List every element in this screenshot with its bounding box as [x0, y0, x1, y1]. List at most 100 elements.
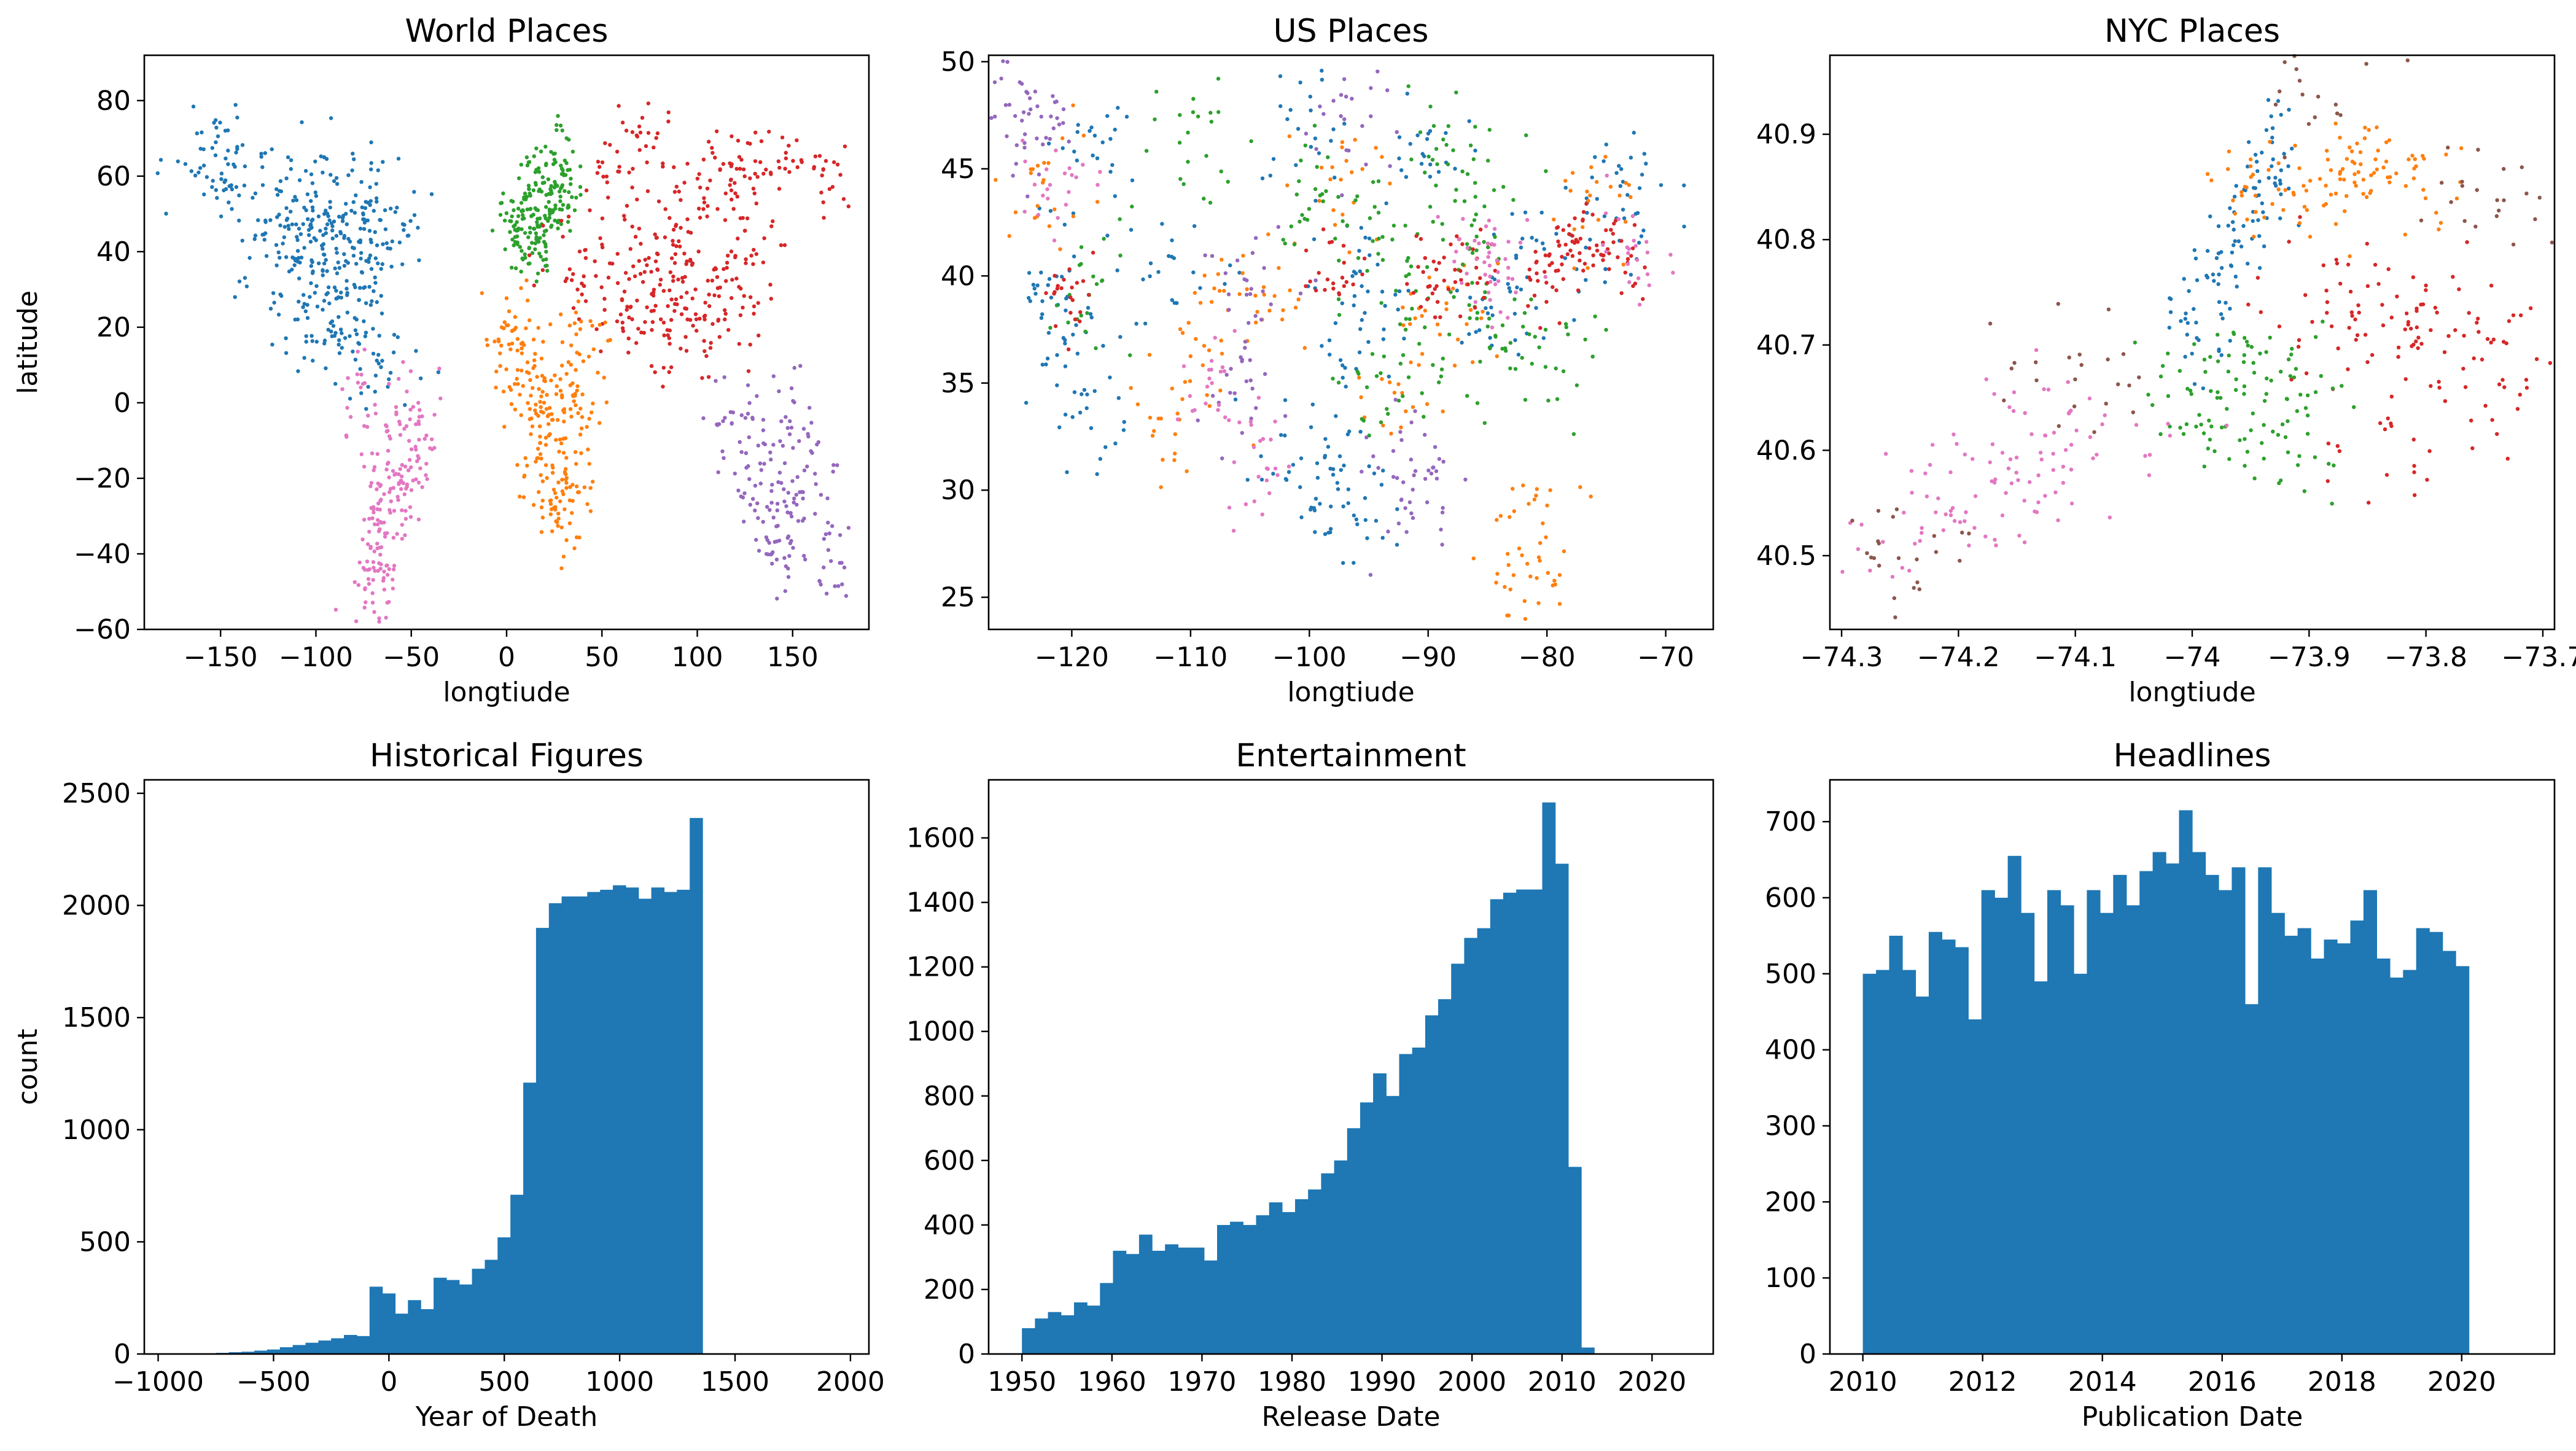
- world-places-point: [835, 162, 840, 167]
- us-places-point: [1384, 201, 1388, 206]
- historical-figures-ylabel: count: [12, 1029, 44, 1105]
- us-places-point: [1402, 336, 1406, 341]
- nyc-places-point: [2477, 330, 2481, 334]
- world-places-point: [321, 308, 325, 312]
- nyc-places-point: [2365, 195, 2369, 200]
- nyc-places-point: [2414, 339, 2418, 344]
- us-places-point: [1260, 176, 1265, 181]
- world-places-point: [313, 290, 317, 295]
- us-places-point: [1619, 239, 1624, 243]
- us-places-point: [1170, 254, 1174, 259]
- us-places-point: [1196, 418, 1200, 422]
- us-places-point: [1321, 199, 1325, 203]
- us-places-point: [1071, 332, 1075, 337]
- world-places-point: [164, 211, 168, 216]
- world-places-point: [755, 174, 760, 179]
- us-places-point: [1621, 208, 1625, 212]
- us-places-point: [1360, 469, 1364, 474]
- entertainment-xtick-label: 1980: [1258, 1366, 1326, 1398]
- us-places-point: [1567, 231, 1571, 236]
- us-places-point: [1368, 573, 1373, 577]
- us-places-point: [1045, 167, 1049, 171]
- world-places-point: [309, 199, 313, 203]
- us-places-point: [1352, 303, 1356, 308]
- world-places-point: [623, 271, 628, 275]
- world-places-point: [829, 559, 833, 563]
- us-places-point: [1434, 477, 1439, 481]
- world-places-point: [698, 316, 702, 321]
- world-places-point: [420, 414, 424, 419]
- us-places-point: [1473, 300, 1477, 304]
- us-places-point: [1557, 321, 1562, 325]
- entertainment-bar: [1138, 1234, 1153, 1354]
- us-places-point: [1249, 416, 1253, 421]
- world-places-point: [512, 208, 516, 212]
- world-places-point: [321, 170, 325, 175]
- world-places-point: [270, 343, 274, 347]
- world-places-point: [296, 369, 300, 373]
- us-places-point: [1057, 122, 1062, 126]
- nyc-places-point: [2095, 453, 2099, 457]
- world-places-point: [725, 260, 730, 265]
- world-places-point: [298, 260, 302, 265]
- us-places-point: [1045, 356, 1050, 360]
- us-places-point: [1335, 481, 1339, 485]
- us-places-point: [1086, 306, 1091, 310]
- world-places-point: [591, 401, 595, 406]
- us-places-point: [1105, 233, 1110, 238]
- world-places-point: [268, 306, 273, 311]
- us-places-point: [1611, 240, 1616, 244]
- nyc-places-point: [2367, 128, 2371, 132]
- us-places-point: [1326, 155, 1330, 160]
- world-places-point: [352, 157, 356, 161]
- us-places-point: [1216, 77, 1221, 81]
- world-places-point: [393, 210, 397, 214]
- world-places-point: [325, 269, 329, 273]
- us-places-point: [1616, 217, 1621, 222]
- world-places-point: [776, 524, 780, 528]
- nyc-places-point: [2333, 103, 2338, 107]
- world-places-point: [756, 301, 760, 305]
- us-places-point: [1320, 68, 1324, 73]
- us-places-point: [1409, 420, 1414, 425]
- us-places-point: [1312, 237, 1317, 241]
- nyc-places-point: [2494, 214, 2499, 219]
- nyc-places-point: [2389, 394, 2394, 399]
- nyc-places-point: [2463, 385, 2468, 389]
- world-places-point: [795, 165, 800, 169]
- us-places-point: [1245, 287, 1249, 292]
- nyc-places-point: [2265, 376, 2269, 381]
- world-places-point: [360, 270, 365, 275]
- nyc-places-point: [2342, 177, 2346, 182]
- world-places-point: [615, 281, 620, 286]
- us-places-point: [1080, 392, 1084, 397]
- world-places-point: [601, 174, 605, 179]
- nyc-places-point: [2303, 293, 2308, 297]
- world-places-point: [278, 255, 282, 260]
- world-places-point: [513, 407, 518, 412]
- us-places-point: [1183, 379, 1188, 384]
- world-places-point: [667, 336, 672, 340]
- world-places-point: [560, 364, 564, 368]
- world-places-cluster: [701, 364, 851, 601]
- us-places-point: [1496, 279, 1501, 284]
- us-places-point: [1328, 527, 1333, 531]
- world-places-point: [582, 274, 586, 279]
- us-places-point: [1425, 500, 1430, 505]
- world-places-point: [247, 255, 252, 260]
- world-places-point: [369, 506, 373, 510]
- world-places-point: [332, 179, 337, 184]
- us-places-point: [1568, 189, 1573, 193]
- us-places-point: [1029, 171, 1033, 176]
- nyc-places-point: [2289, 352, 2294, 357]
- nyc-places-point: [2489, 340, 2493, 344]
- world-places-point: [357, 560, 362, 565]
- nyc-places-point: [2424, 283, 2428, 288]
- world-places-point: [823, 532, 828, 537]
- nyc-places-point: [2353, 317, 2357, 322]
- us-places-point: [1364, 385, 1369, 389]
- world-places-point: [600, 245, 605, 249]
- world-places-point: [373, 569, 377, 573]
- us-places-point: [1224, 373, 1229, 377]
- us-places-point: [1439, 527, 1443, 532]
